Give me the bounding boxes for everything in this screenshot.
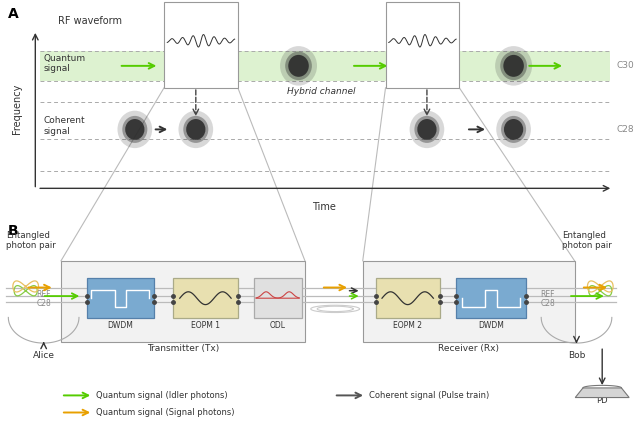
Bar xyxy=(254,278,302,318)
Text: DWDM: DWDM xyxy=(478,321,504,330)
Text: A: A xyxy=(8,7,19,21)
Text: Quantum
signal: Quantum signal xyxy=(44,54,86,73)
Ellipse shape xyxy=(501,116,526,143)
Text: Transmitter (Tx): Transmitter (Tx) xyxy=(147,344,219,353)
Ellipse shape xyxy=(182,51,209,80)
Ellipse shape xyxy=(413,51,440,80)
Ellipse shape xyxy=(183,116,208,143)
Bar xyxy=(385,2,460,88)
Ellipse shape xyxy=(500,51,527,80)
Ellipse shape xyxy=(417,55,437,77)
Ellipse shape xyxy=(503,55,524,77)
Text: Hybrid channel: Hybrid channel xyxy=(287,87,355,95)
Polygon shape xyxy=(575,388,629,398)
Ellipse shape xyxy=(186,55,206,77)
Ellipse shape xyxy=(415,116,439,143)
Ellipse shape xyxy=(496,111,531,148)
Text: Coherent
signal: Coherent signal xyxy=(44,116,85,136)
Polygon shape xyxy=(40,51,610,81)
Text: Coherent signal (Pulse train): Coherent signal (Pulse train) xyxy=(369,391,489,400)
Ellipse shape xyxy=(417,119,437,140)
Bar xyxy=(61,261,305,342)
Ellipse shape xyxy=(186,119,205,140)
Text: REF: REF xyxy=(541,290,555,300)
Ellipse shape xyxy=(122,116,147,143)
Bar xyxy=(363,261,575,342)
Bar xyxy=(87,278,154,318)
Text: EOPM 2: EOPM 2 xyxy=(393,321,422,330)
Ellipse shape xyxy=(177,46,214,85)
Text: B: B xyxy=(8,225,19,238)
Bar xyxy=(173,278,238,318)
Text: ODL: ODL xyxy=(270,321,286,330)
Text: EOPM 1: EOPM 1 xyxy=(191,321,220,330)
Text: Frequency: Frequency xyxy=(12,83,22,134)
Text: C28: C28 xyxy=(37,299,51,308)
Ellipse shape xyxy=(280,46,317,85)
Text: Bob: Bob xyxy=(568,351,586,360)
Bar xyxy=(164,2,238,88)
Text: Quantum signal (Signal photons): Quantum signal (Signal photons) xyxy=(96,408,235,417)
Text: C28: C28 xyxy=(541,299,555,308)
Text: REF: REF xyxy=(37,290,51,300)
Ellipse shape xyxy=(178,111,213,148)
Ellipse shape xyxy=(125,119,144,140)
Text: RF waveform: RF waveform xyxy=(58,16,122,26)
Bar xyxy=(376,278,440,318)
Text: Time: Time xyxy=(312,202,336,212)
Text: PD: PD xyxy=(596,396,608,405)
Text: C30: C30 xyxy=(616,61,634,70)
Text: Entangled
photon pair: Entangled photon pair xyxy=(562,231,611,250)
Text: Alice: Alice xyxy=(33,351,55,360)
Bar xyxy=(456,278,526,318)
Ellipse shape xyxy=(117,111,152,148)
Ellipse shape xyxy=(288,55,309,77)
Ellipse shape xyxy=(410,111,444,148)
Text: Entangled
photon pair: Entangled photon pair xyxy=(6,231,56,250)
Text: Receiver (Rx): Receiver (Rx) xyxy=(438,344,499,353)
Ellipse shape xyxy=(408,46,446,85)
Ellipse shape xyxy=(504,119,523,140)
Text: DWDM: DWDM xyxy=(107,321,134,330)
Ellipse shape xyxy=(285,51,312,80)
Text: Quantum signal (Idler photons): Quantum signal (Idler photons) xyxy=(96,391,228,400)
Ellipse shape xyxy=(495,46,532,85)
Text: C28: C28 xyxy=(616,125,634,134)
